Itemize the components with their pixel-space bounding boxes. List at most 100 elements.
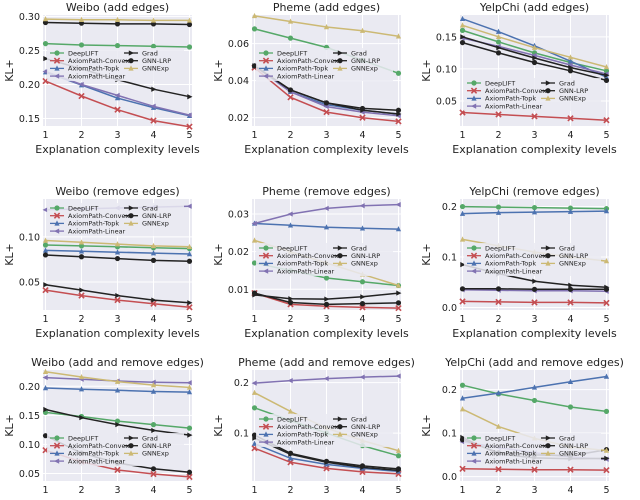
point-grad [115, 292, 121, 299]
y-tick-label: 0.0 [442, 472, 457, 483]
point-axiompath-convex [395, 304, 402, 312]
point-gnnexp [359, 27, 366, 33]
point-axiompath-topk [114, 95, 121, 101]
y-tick-label: 0.01 [228, 285, 249, 296]
y-axis-label: KL+ [3, 59, 16, 82]
legend-marker [128, 213, 134, 219]
legend-item-deeplift: DeepLIFT [259, 49, 307, 57]
legend-marker [53, 212, 61, 219]
point-grad [43, 282, 49, 288]
point-grad [288, 296, 294, 302]
point-axiompath-topk [42, 247, 49, 253]
point-gnn-lrp [186, 21, 193, 28]
x-tick-label: 1 [251, 130, 257, 141]
legend-item-axiompath-convex: AxiomPath-Convex [467, 87, 546, 95]
subplot-pheme-remove-edges: Pheme (remove edges) 1 2 3 4 5 0.01 0.02 0.03 Exp… [212, 185, 409, 340]
legend-marker [128, 50, 134, 56]
point-axiompath-convex [150, 470, 157, 478]
x-tick-label: 4 [359, 485, 365, 496]
legend-marker [128, 435, 134, 441]
point-axiompath-linear [359, 203, 365, 209]
subplot-pheme-add-edges: Pheme (add edges) 1 2 3 4 5 0.02 0.04 0.06 Explan… [212, 1, 409, 156]
legend-marker [471, 458, 477, 464]
x-axis-label: Explanation complexity levels [244, 327, 409, 340]
legend-item-gnn-lrp: GNN-LRP [333, 57, 380, 65]
point-axiompath-topk [495, 209, 502, 215]
series-axiompath-convex [459, 465, 610, 474]
point-axiompath-convex [495, 298, 502, 306]
point-axiompath-linear [150, 379, 156, 385]
legend-item-axiompath-linear: AxiomPath-Linear [467, 102, 543, 110]
point-axiompath-topk [186, 389, 193, 395]
x-tick-label: 5 [603, 485, 609, 496]
legend-label: Grad [559, 79, 575, 87]
x-tick-label: 3 [323, 485, 329, 496]
legend-label: Grad [142, 434, 158, 442]
series-grad [460, 34, 610, 78]
point-axiompath-linear [186, 112, 192, 118]
point-deeplift [531, 204, 538, 211]
point-axiompath-convex [323, 108, 330, 116]
point-axiompath-topk [114, 387, 121, 393]
point-grad [604, 72, 610, 78]
legend-item-gnnexp: GNNExp [124, 65, 169, 73]
point-gnnexp [150, 17, 157, 23]
point-axiompath-convex [567, 466, 574, 473]
legend-label: GNNExp [559, 260, 586, 268]
point-deeplift [323, 275, 330, 281]
point-axiompath-topk [495, 390, 502, 396]
point-gnnexp [78, 16, 85, 22]
point-gnn-lrp [567, 68, 574, 74]
point-gnnexp [603, 63, 610, 70]
point-axiompath-convex [459, 465, 466, 472]
x-tick-label: 3 [114, 314, 120, 325]
chart-title: Weibo (add and remove edges) [31, 356, 204, 369]
legend-label: AxiomPath-Topk [485, 95, 536, 103]
legend-label: AxiomPath-Convex [68, 212, 129, 220]
point-gnn-lrp [359, 105, 366, 112]
y-tick-label: 0.02 [228, 247, 249, 258]
legend-item-grad: Grad [124, 49, 158, 57]
legend-item-gnn-lrp: GNN-LRP [541, 87, 588, 95]
point-axiompath-convex [186, 304, 193, 311]
legend-label: GNN-LRP [351, 423, 380, 431]
legend-item-axiompath-linear: AxiomPath-Linear [467, 267, 543, 275]
legend-label: GNN-LRP [351, 57, 380, 65]
legend-label: AxiomPath-Convex [485, 252, 546, 260]
legend-label: AxiomPath-Linear [485, 102, 543, 110]
legend-marker [263, 416, 269, 422]
point-gnnexp [495, 423, 502, 429]
point-grad [187, 300, 193, 306]
legend-marker [471, 268, 477, 274]
x-tick-label: 2 [287, 485, 293, 496]
y-tick-label: 0.1 [442, 429, 457, 440]
series-axiompath-convex [459, 109, 610, 124]
x-tick-label: 2 [78, 314, 84, 325]
point-gnn-lrp [323, 100, 330, 106]
legend-box [256, 414, 393, 447]
x-tick-label: 1 [42, 485, 48, 496]
point-gnn-lrp [603, 286, 610, 292]
point-axiompath-convex [495, 111, 502, 118]
legend-item-axiompath-convex: AxiomPath-Convex [259, 57, 338, 65]
point-grad [396, 290, 402, 296]
series-grad [43, 406, 193, 438]
legend-item-axiompath-convex: AxiomPath-Convex [259, 423, 338, 431]
point-axiompath-linear [251, 380, 257, 386]
y-axis-label: KL+ [212, 414, 225, 437]
chart-title: Pheme (remove edges) [262, 185, 390, 198]
series-gnn-lrp [251, 290, 402, 307]
point-deeplift [459, 27, 466, 33]
x-tick-label: 5 [186, 130, 192, 141]
series-gnnexp [42, 237, 193, 250]
point-grad [324, 296, 330, 302]
point-gnn-lrp [459, 437, 466, 443]
point-axiompath-topk [287, 455, 294, 461]
x-tick-label: 4 [567, 485, 573, 496]
legend-marker [128, 220, 134, 226]
point-gnnexp [42, 368, 49, 374]
point-axiompath-convex [78, 92, 85, 100]
legend-label: GNNExp [351, 65, 378, 73]
point-deeplift [495, 39, 502, 45]
y-tick-label: 0.1 [442, 253, 457, 264]
